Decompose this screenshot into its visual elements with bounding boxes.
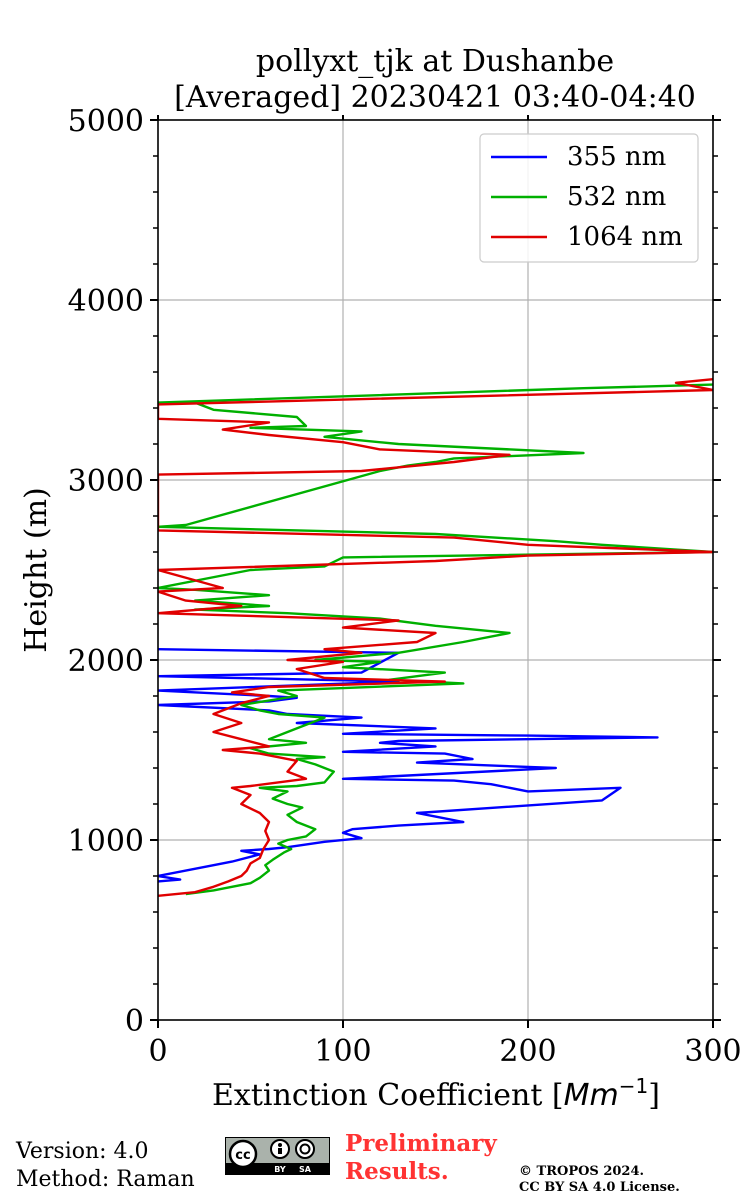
version-text: Version: 4.0 (16, 1139, 149, 1164)
x-tick-label-100: 100 (314, 1034, 371, 1069)
x-tick-label-200: 200 (499, 1034, 556, 1069)
series-layer (158, 378, 713, 897)
cc-icon (228, 1139, 258, 1169)
badge-by-text: BY (274, 1165, 286, 1174)
y-tick-label-4000: 4000 (68, 284, 144, 319)
legend-label-1064: 1064 nm (567, 222, 683, 252)
by-icon-body (278, 1148, 282, 1154)
cc-icon-text: cc (235, 1148, 250, 1163)
legend: 355 nm 532 nm 1064 nm (479, 133, 699, 263)
plot-frame (157, 119, 714, 1021)
chart-title-line2: [Averaged] 20230421 03:40-04:40 (174, 80, 696, 115)
series-line-1064-nm (158, 378, 713, 897)
x-tick-label-300: 300 (684, 1034, 741, 1069)
copyright-note: © TROPOS 2024. CC BY SA 4.0 License. (519, 1164, 680, 1196)
chart-title-line1: pollyxt_tjk at Dushanbe (256, 44, 614, 79)
preliminary-results-note: Preliminary Results. (345, 1130, 497, 1186)
copyright-line2: CC BY SA 4.0 License. (519, 1180, 680, 1195)
legend-label-355: 355 nm (567, 142, 666, 172)
series-line-532-nm (158, 383, 713, 896)
badge-sa-text: SA (299, 1165, 312, 1174)
y-axis-label: Height (m) (19, 487, 54, 652)
x-axis-label: Extinction Coefficient [Mm−1] (212, 1074, 660, 1113)
y-tick-label-0: 0 (125, 1004, 144, 1039)
legend-box (479, 133, 699, 263)
x-axis-label-prefix: Extinction Coefficient [ (212, 1078, 564, 1113)
method-text: Method: Raman (16, 1167, 195, 1192)
axis-ticks (150, 115, 721, 1028)
preliminary-line1: Preliminary (345, 1130, 497, 1157)
x-axis-label-unit: Mm (564, 1078, 619, 1113)
preliminary-line2: Results. (345, 1158, 449, 1185)
series-line-355-nm (158, 648, 659, 883)
sa-icon (295, 1139, 315, 1159)
x-tick-label-0: 0 (148, 1034, 167, 1069)
by-icon-head (278, 1143, 282, 1147)
copyright-line1: © TROPOS 2024. (519, 1164, 645, 1179)
x-axis-label-suffix: ] (648, 1078, 660, 1113)
x-axis-label-exponent: −1 (619, 1074, 648, 1098)
sa-icon-arc (299, 1143, 311, 1155)
y-tick-label-1000: 1000 (68, 824, 144, 859)
y-tick-label-3000: 3000 (68, 464, 144, 499)
y-tick-label-2000: 2000 (68, 644, 144, 679)
y-tick-label-5000: 5000 (68, 104, 144, 139)
cc-by-sa-license-badge: cc BY SA (225, 1137, 330, 1175)
grid-lines (158, 120, 713, 1020)
legend-label-532: 532 nm (567, 182, 666, 212)
